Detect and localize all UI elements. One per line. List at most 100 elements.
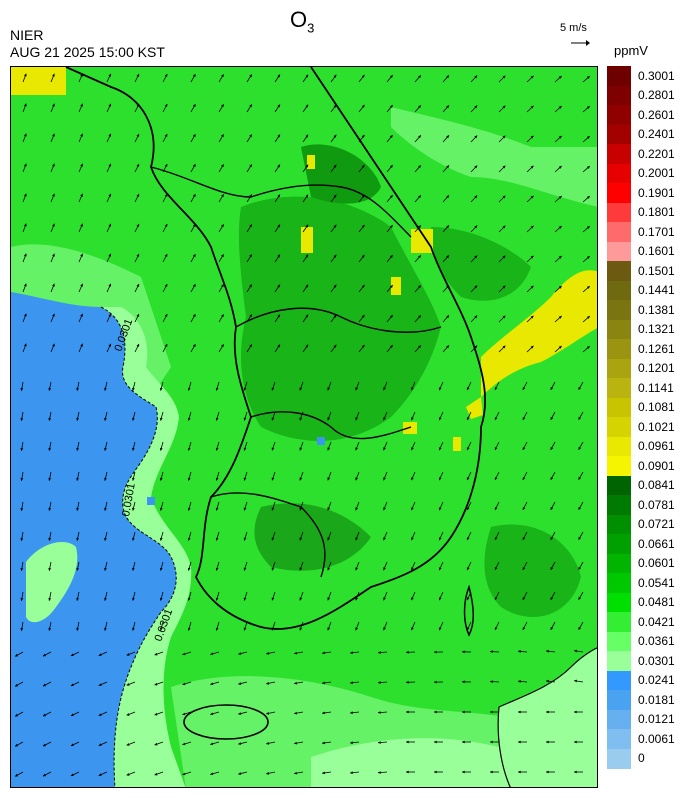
wind-arrow-head [361, 104, 365, 108]
wind-arrow-head [305, 74, 309, 78]
wind-arrow-head [104, 597, 107, 601]
wind-arrow-head [550, 626, 554, 630]
wind-arrow-head [434, 740, 437, 744]
wind-arrow-head [76, 507, 79, 511]
wind-arrow-head [164, 344, 168, 347]
wind-arrow-head [187, 597, 191, 601]
wind-arrow-head [108, 223, 111, 227]
tsushima-island [463, 584, 474, 637]
wind-arrow-head [502, 105, 506, 109]
wind-arrow-head [418, 345, 421, 349]
wind-arrow-head [446, 195, 449, 199]
ozone-map: 0.0301 0.0301 0.0301 [10, 66, 598, 788]
wind-arrow-head [187, 447, 191, 451]
wind-arrow-head [378, 711, 381, 714]
wind-arrow-head [361, 284, 365, 288]
wind-arrow-head [108, 283, 111, 287]
wind-arrow-head [159, 537, 163, 541]
wind-arrow-head [305, 254, 309, 258]
wind-arrow-head [243, 477, 247, 481]
wind-arrow-head [494, 507, 498, 510]
colorbar-cell [607, 144, 631, 164]
wind-arrow-head [550, 416, 554, 420]
colorbar-cell [607, 85, 631, 106]
wind-arrow-head [43, 773, 46, 777]
wind-arrow-head [126, 713, 130, 716]
colorbar-cell [607, 670, 631, 691]
colorbar-cell [607, 514, 631, 535]
wind-arrow-head [182, 652, 186, 656]
wind-arrow-head [546, 740, 549, 744]
wind-arrow-head [221, 134, 224, 138]
wind-arrow-head [132, 567, 135, 571]
wind-arrow-head [104, 537, 107, 541]
wind-arrow-head [249, 134, 252, 138]
wind-arrow-head [389, 225, 393, 228]
colorbar-cell [607, 651, 631, 671]
wind-arrow-head [550, 536, 554, 540]
wind-arrow-head [466, 537, 470, 541]
wind-arrow-head [20, 448, 24, 451]
wind-arrow-head [586, 106, 590, 109]
wind-arrow-head [221, 284, 224, 288]
wind-arrow-head [494, 627, 498, 630]
colorbar-label: 0.1381 [638, 302, 675, 317]
wind-arrow-head [48, 478, 52, 481]
wind-arrow-head [586, 226, 590, 229]
wind-arrow-head [322, 741, 325, 745]
wind-arrow-head [299, 627, 303, 631]
wind-arrow-head [389, 315, 393, 318]
wind-arrow-head [574, 649, 577, 653]
wind-arrow-head [434, 710, 437, 714]
wind-arrow-head [249, 104, 252, 108]
wind-arrow-head [466, 477, 470, 481]
wind-arrow-head [466, 567, 470, 571]
wind-arrow-head [305, 104, 309, 108]
wind-arrow-head [192, 194, 196, 198]
wind-arrow-head [322, 681, 325, 685]
wind-arrow-head [80, 283, 83, 287]
wind-arrow-head [530, 165, 534, 169]
wind-arrow-head [238, 772, 242, 775]
dark-green-east-sea [431, 227, 531, 301]
wind-arrow-head [322, 771, 325, 775]
wind-arrow-head [80, 163, 83, 167]
wind-arrow-head [277, 284, 280, 288]
wind-arrow-head [361, 164, 365, 168]
wind-arrow-head [474, 135, 478, 139]
wind-arrow-head [266, 681, 270, 685]
wind-arrow-head [210, 772, 214, 776]
wind-arrow-head [76, 537, 79, 541]
wind-arrow-head [108, 133, 111, 137]
wind-arrow-head [494, 597, 498, 600]
wind-arrow-head [238, 742, 242, 745]
wind-arrow-head [558, 195, 562, 199]
wind-arrow-head [418, 75, 421, 79]
wind-arrow-head [411, 477, 414, 481]
wind-arrow-head [136, 253, 140, 257]
wind-arrow-head [159, 387, 163, 391]
wind-arrow-head [136, 223, 140, 227]
wind-arrow-head [574, 679, 577, 683]
wind-arrow-head [383, 567, 386, 571]
wind-arrow-head [333, 224, 337, 228]
wind-arrow-head [154, 712, 158, 716]
wind-arrow-head [446, 225, 449, 229]
wind-arrow-head [490, 680, 493, 684]
wind-arrow-head [322, 651, 325, 655]
wind-arrow-head [52, 133, 55, 137]
wind-arrow-head [294, 681, 297, 685]
wind-arrow-head [418, 315, 421, 319]
wind-arrow-head [355, 537, 358, 541]
colorbar-cell [607, 300, 631, 320]
wind-arrow-head [23, 193, 27, 197]
wind-arrow-head [164, 74, 168, 77]
wind-arrow-head [98, 743, 102, 746]
wind-arrow-head [355, 447, 358, 451]
colorbar-cell [607, 436, 631, 457]
wind-arrow-head [322, 711, 325, 715]
wind-arrow-head [15, 683, 19, 687]
wind-arrow-head [350, 681, 353, 685]
blue-dot-2 [147, 497, 155, 505]
wind-arrow-head [80, 253, 83, 257]
